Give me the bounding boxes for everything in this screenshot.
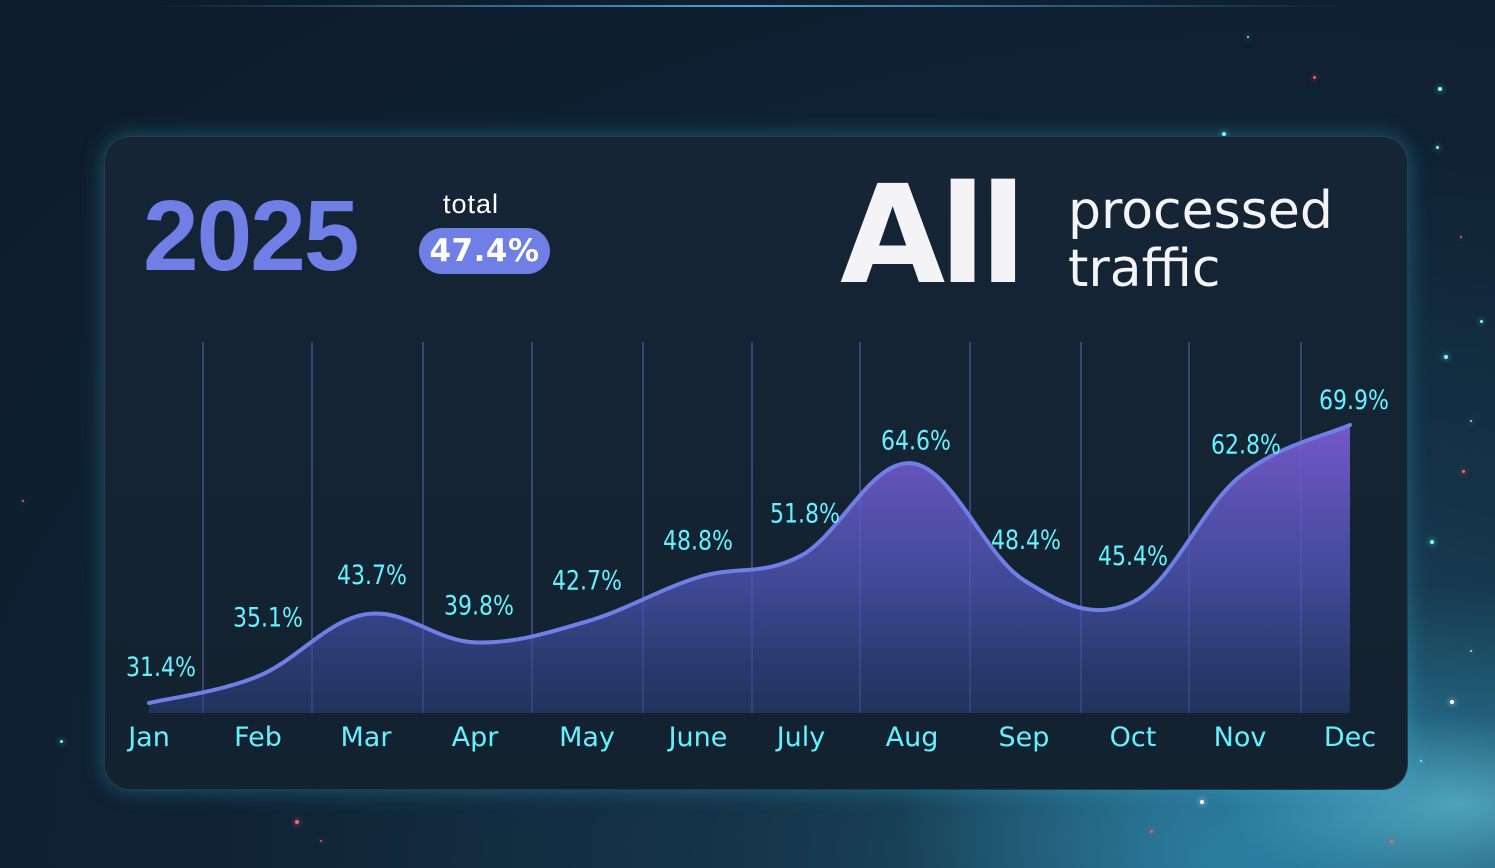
month-tick-label: Dec [1324, 722, 1376, 753]
value-label: 64.6% [881, 425, 951, 456]
top-accent-line [150, 5, 1345, 7]
month-tick-label: Mar [341, 722, 393, 753]
value-label: 48.8% [663, 525, 733, 556]
headline-subtitle: processed traffic [1068, 182, 1333, 298]
month-tick-label: Nov [1214, 722, 1267, 753]
series-line [147, 423, 1352, 705]
value-label: 69.9% [1319, 385, 1389, 416]
value-label: 51.8% [770, 499, 840, 530]
month-tick-label: July [775, 722, 826, 753]
headline-line-1: processed [1068, 181, 1333, 241]
month-tick-label: June [667, 722, 728, 753]
month-tick-label: Feb [234, 722, 282, 753]
total-value-badge: 47.4% [419, 228, 550, 274]
value-label: 62.8% [1211, 429, 1281, 460]
area-fill [149, 425, 1350, 713]
value-label: 31.4% [126, 652, 196, 683]
month-tick-label: May [559, 722, 615, 753]
headline-all: All [840, 157, 1026, 315]
month-tick-label: Apr [452, 722, 500, 753]
value-label: 35.1% [233, 602, 303, 633]
value-label: 42.7% [552, 565, 622, 596]
month-tick-label: Sep [999, 722, 1050, 753]
year-title: 2025 [143, 180, 359, 292]
month-tick-label: Oct [1110, 722, 1157, 753]
value-label: 39.8% [444, 590, 514, 621]
total-label: total [443, 189, 500, 219]
headline-line-2: traffic [1068, 239, 1221, 299]
value-label: 45.4% [1098, 541, 1168, 572]
month-tick-label: Jan [126, 722, 170, 753]
value-label: 43.7% [337, 560, 407, 591]
month-tick-label: Aug [886, 722, 939, 753]
value-label: 48.4% [991, 525, 1061, 556]
